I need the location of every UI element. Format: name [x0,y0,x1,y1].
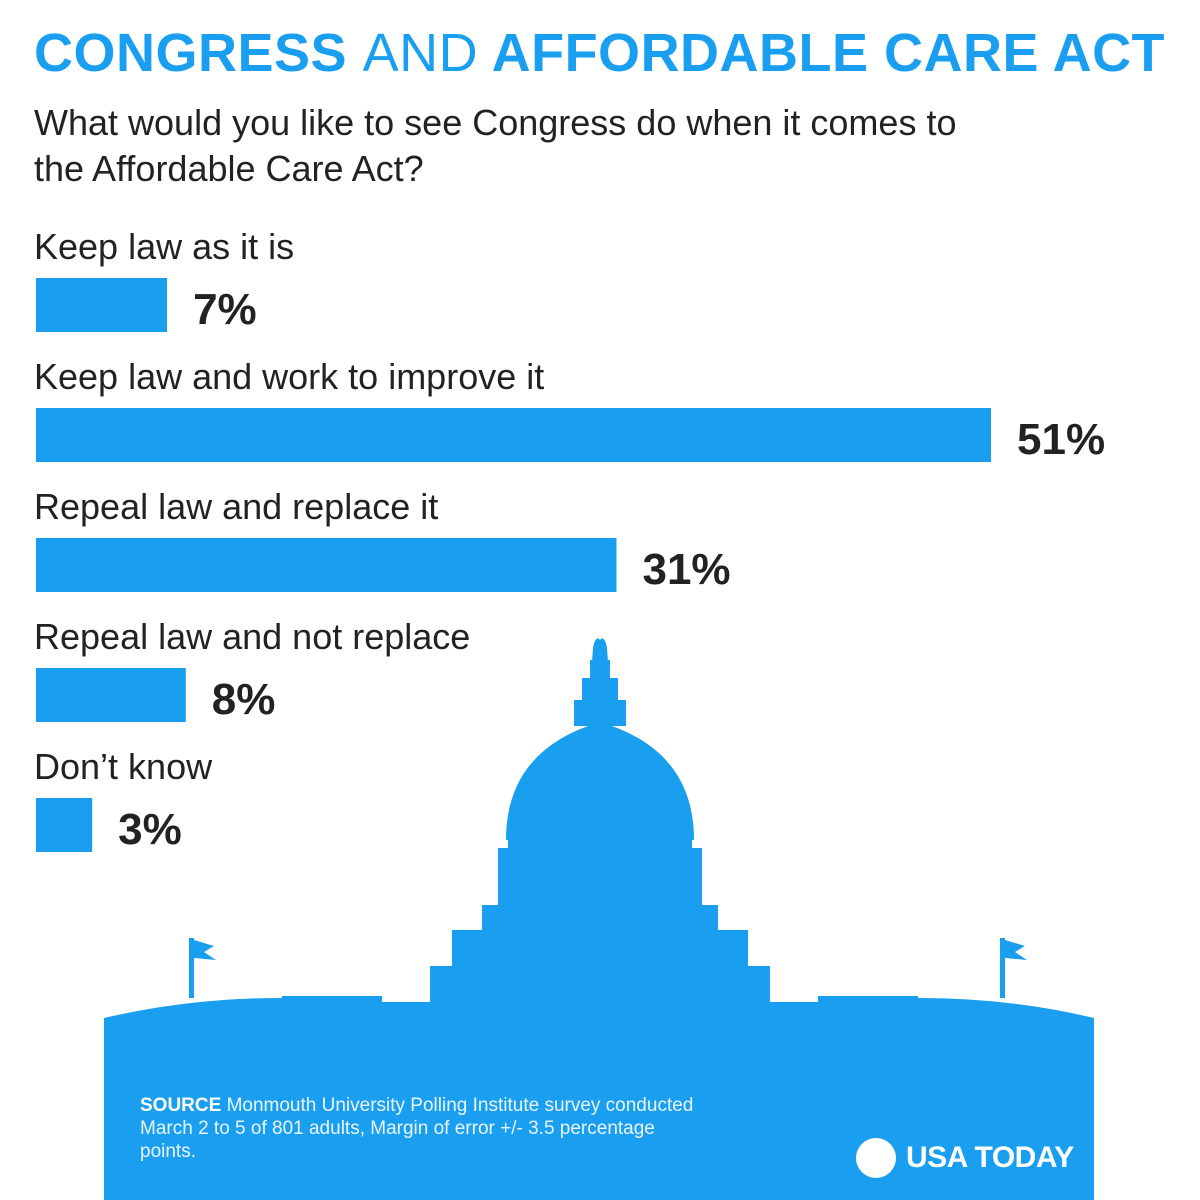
bar [36,278,168,332]
category-label: Repeal law and not replace [34,616,470,657]
brand-name: USA TODAY [906,1141,1074,1174]
value-label: 51% [1017,415,1105,464]
category-label: Keep law and work to improve it [34,356,544,397]
title-and: AND [362,23,479,83]
category-label: Repeal law and replace it [34,486,438,527]
bar [36,408,991,462]
chart-title: CONGRESS AND AFFORDABLE CARE ACT [34,22,1165,84]
title-congress: CONGRESS [34,23,348,83]
usa-today-logo: USA TODAY [856,1136,1074,1180]
usa-today-dot-icon [856,1138,896,1178]
bar [36,798,93,852]
bar [36,538,617,592]
value-label: 7% [193,285,257,334]
source-text: Monmouth University Polling Institute su… [140,1095,694,1162]
bar [36,668,186,722]
source-note: SOURCE Monmouth University Polling Insti… [140,1094,710,1163]
category-label: Keep law as it is [34,226,294,267]
value-label: 8% [212,675,276,724]
title-aca: AFFORDABLE CARE ACT [491,23,1166,83]
chart-subtitle: What would you like to see Congress do w… [34,102,957,189]
source-label: SOURCE [140,1095,222,1116]
value-label: 31% [642,545,730,594]
category-label: Don’t know [34,746,213,787]
value-label: 3% [118,805,182,854]
